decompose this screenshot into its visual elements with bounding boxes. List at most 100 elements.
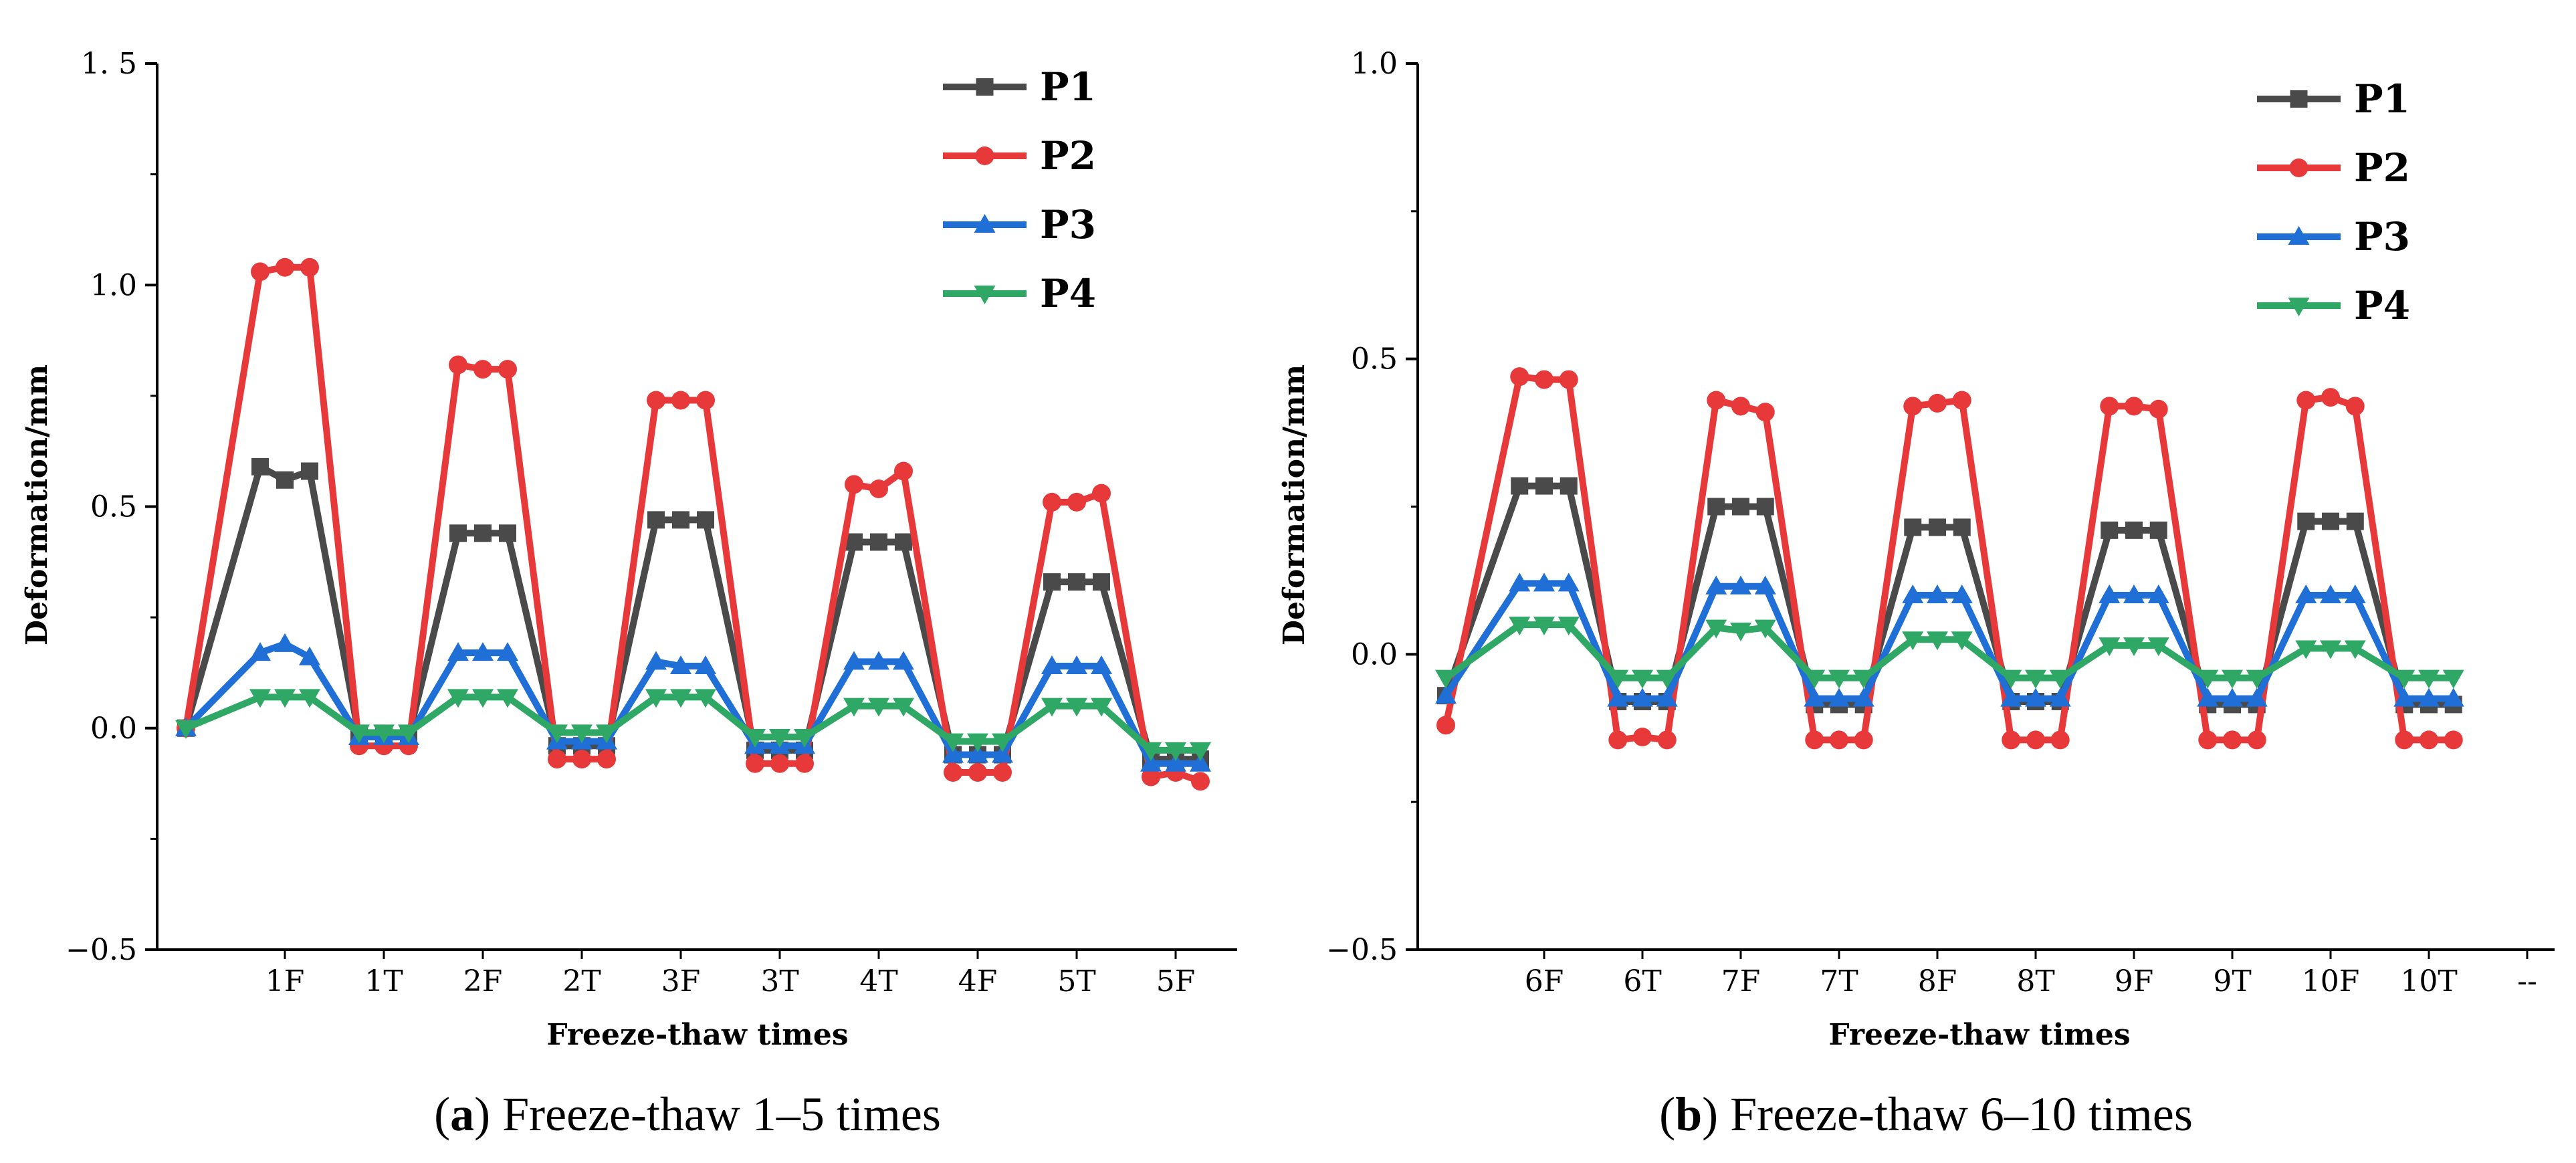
- data-point-p4: [1705, 619, 1727, 639]
- data-point-p4: [1730, 623, 1751, 641]
- chart-b-xtick-label: 7F: [1721, 964, 1761, 998]
- chart-b-xtick-label: 8F: [1918, 964, 1957, 998]
- caption-b-letter: b: [1675, 1087, 1702, 1141]
- data-point-p2: [1805, 730, 1824, 750]
- data-point-p4: [1533, 617, 1555, 636]
- data-point-p3: [2393, 688, 2416, 707]
- data-point-p2: [1657, 730, 1677, 750]
- data-point-p4: [2393, 669, 2416, 689]
- data-point-p4: [1951, 631, 1973, 651]
- data-point-p4: [2288, 298, 2310, 316]
- legend-label: P3: [1040, 202, 1096, 247]
- data-point-p4: [670, 689, 691, 708]
- data-point-p3: [992, 744, 1013, 763]
- chart-b-xtick-label: 8T: [2016, 964, 2054, 998]
- data-point-p1: [1511, 477, 1529, 495]
- caption-b-text: Freeze-thaw 6–10 times: [1730, 1087, 2193, 1141]
- chart-b-ytick-label: −0.5: [1326, 933, 1398, 967]
- data-point-p3: [2000, 688, 2022, 707]
- data-point-p3: [1091, 655, 1112, 674]
- data-point-p2: [2125, 397, 2143, 416]
- data-point-p1: [2290, 90, 2308, 108]
- data-point-p3: [1632, 688, 1653, 707]
- data-point-p3: [2025, 688, 2046, 707]
- chart-b-legend-item-p4: P4: [2257, 283, 2410, 328]
- data-point-p2: [498, 360, 517, 379]
- data-point-p4: [2123, 637, 2145, 657]
- data-point-p3: [1828, 688, 1850, 707]
- data-point-p4: [1804, 669, 1826, 689]
- data-point-p2: [696, 391, 715, 410]
- data-point-p1: [474, 524, 492, 542]
- data-point-p2: [1608, 730, 1628, 750]
- data-point-p2: [2050, 730, 2070, 750]
- data-point-p2: [1903, 397, 1923, 416]
- data-point-p3: [974, 214, 996, 233]
- data-point-p2: [2149, 399, 2168, 419]
- data-point-p2: [2247, 730, 2266, 750]
- legend-label: P2: [1040, 133, 1096, 179]
- data-point-p2: [276, 257, 294, 277]
- data-point-p4: [398, 724, 419, 744]
- chart-a-xtick-label: 3T: [760, 964, 798, 998]
- data-point-p1: [1904, 518, 1922, 536]
- data-point-p4: [2442, 669, 2464, 689]
- data-point-p3: [2418, 688, 2440, 707]
- data-point-p1: [976, 78, 994, 96]
- data-point-p1: [1560, 477, 1578, 495]
- data-point-p3: [868, 651, 889, 670]
- data-point-p2: [1142, 767, 1160, 786]
- data-point-p4: [274, 689, 296, 708]
- chart-b-xtick-label: 6T: [1623, 964, 1661, 998]
- data-point-p2: [2345, 397, 2365, 416]
- chart-b-xtick-label: --: [2517, 964, 2537, 998]
- legend-label: P4: [2354, 283, 2410, 328]
- data-point-p4: [1902, 631, 1924, 651]
- data-point-p1: [2322, 512, 2339, 530]
- data-point-p2: [1510, 367, 1529, 387]
- chart-b-xtick-label: 6F: [1525, 964, 1564, 998]
- data-point-p4: [893, 698, 914, 717]
- data-point-p1: [1043, 573, 1061, 591]
- data-point-p2: [1191, 772, 1210, 791]
- chart-a-xtick-label: 4T: [859, 964, 897, 998]
- chart-b-ytick-label: 0.0: [1351, 637, 1398, 671]
- chart-a-ytick-label: 1.0: [90, 268, 137, 302]
- data-point-p4: [843, 698, 865, 717]
- data-point-p4: [1828, 669, 1850, 689]
- data-point-p1: [499, 524, 516, 542]
- data-point-p4: [1632, 669, 1653, 689]
- chart-a-ylabel: Deformation/mm: [20, 364, 54, 645]
- data-point-p4: [1558, 617, 1580, 636]
- data-point-p2: [1043, 492, 1061, 512]
- data-point-p3: [1190, 752, 1211, 772]
- data-point-p2: [845, 475, 863, 494]
- data-point-p3: [1533, 572, 1555, 592]
- data-point-p3: [1435, 685, 1457, 704]
- data-point-p3: [670, 655, 691, 674]
- data-point-p2: [300, 257, 319, 277]
- data-point-p3: [2222, 688, 2243, 707]
- data-point-p3: [1041, 655, 1063, 674]
- data-point-p1: [1732, 498, 1749, 516]
- data-point-p3: [299, 646, 320, 665]
- data-point-p3: [2197, 688, 2219, 707]
- data-point-p1: [2346, 512, 2364, 530]
- data-point-p4: [2197, 669, 2219, 689]
- data-point-p2: [2223, 730, 2242, 750]
- data-point-p3: [1656, 688, 1678, 707]
- data-point-p3: [1705, 575, 1727, 595]
- data-point-p2: [1952, 391, 1971, 410]
- data-point-p1: [1756, 498, 1774, 516]
- data-point-p3: [2344, 585, 2366, 603]
- data-point-p4: [1435, 669, 1457, 689]
- chart-a-legend-item-p2: P2: [943, 133, 1096, 179]
- data-point-p3: [2246, 688, 2268, 707]
- chart-a-xtick-label: 4F: [958, 964, 998, 998]
- chart-b-legend-item-p1: P1: [2257, 76, 2410, 122]
- legend-label: P1: [2354, 76, 2410, 122]
- data-point-p2: [473, 360, 492, 379]
- data-point-p2: [1633, 728, 1652, 746]
- data-point-p3: [2099, 585, 2121, 603]
